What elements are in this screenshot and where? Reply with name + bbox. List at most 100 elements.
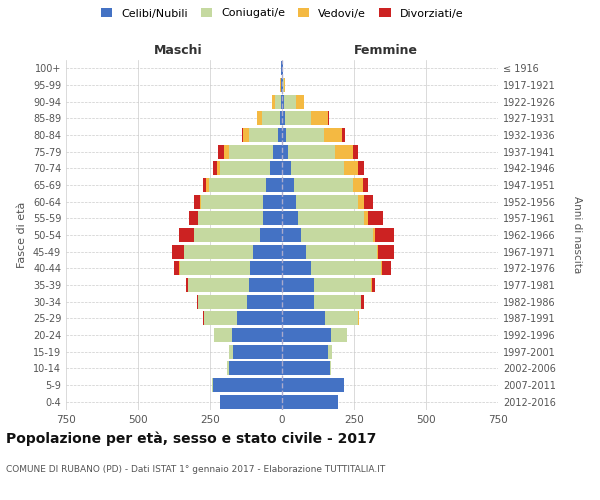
Bar	[263, 211, 282, 226]
Bar	[301, 228, 373, 242]
Bar	[214, 328, 232, 342]
Bar	[281, 94, 282, 109]
Bar	[260, 228, 282, 242]
Bar	[203, 178, 206, 192]
Bar	[257, 112, 262, 126]
Text: Femmine: Femmine	[353, 44, 418, 57]
Bar	[238, 311, 282, 326]
Bar	[284, 94, 296, 109]
Bar	[353, 144, 358, 159]
Bar	[285, 112, 311, 126]
Bar	[280, 112, 282, 126]
Bar	[307, 244, 377, 259]
Bar	[206, 178, 209, 192]
Bar	[180, 261, 250, 276]
Bar	[358, 194, 364, 209]
Bar	[197, 211, 199, 226]
Bar	[275, 94, 281, 109]
Bar	[282, 144, 288, 159]
Bar	[249, 128, 278, 142]
Bar	[197, 294, 199, 308]
Bar	[229, 344, 233, 359]
Bar	[328, 344, 332, 359]
Bar	[343, 128, 345, 142]
Bar	[361, 294, 364, 308]
Bar	[282, 344, 328, 359]
Bar	[200, 194, 202, 209]
Bar	[282, 328, 331, 342]
Bar	[282, 94, 284, 109]
Bar	[179, 228, 194, 242]
Bar	[311, 261, 382, 276]
Bar	[379, 244, 394, 259]
Bar	[194, 194, 200, 209]
Bar	[311, 112, 328, 126]
Bar	[282, 228, 301, 242]
Bar	[314, 294, 361, 308]
Bar	[278, 128, 282, 142]
Bar	[213, 162, 217, 175]
Bar	[282, 261, 311, 276]
Bar	[247, 294, 282, 308]
Bar	[229, 144, 274, 159]
Bar	[202, 194, 263, 209]
Bar	[282, 294, 314, 308]
Text: COMUNE DI RUBANO (PD) - Dati ISTAT 1° gennaio 2017 - Elaborazione TUTTITALIA.IT: COMUNE DI RUBANO (PD) - Dati ISTAT 1° ge…	[6, 466, 385, 474]
Bar	[282, 211, 298, 226]
Bar	[282, 394, 338, 409]
Bar	[288, 144, 335, 159]
Bar	[331, 328, 347, 342]
Bar	[243, 128, 249, 142]
Bar	[174, 261, 179, 276]
Text: Maschi: Maschi	[154, 44, 203, 57]
Bar	[184, 244, 253, 259]
Bar	[249, 278, 282, 292]
Bar	[353, 178, 362, 192]
Bar	[298, 211, 364, 226]
Bar	[377, 244, 379, 259]
Bar	[282, 311, 325, 326]
Bar	[282, 378, 344, 392]
Bar	[220, 162, 271, 175]
Bar	[324, 128, 343, 142]
Bar	[372, 278, 375, 292]
Bar	[364, 211, 368, 226]
Bar	[335, 144, 353, 159]
Bar	[272, 94, 275, 109]
Bar	[282, 278, 314, 292]
Text: Popolazione per età, sesso e stato civile - 2017: Popolazione per età, sesso e stato civil…	[6, 431, 376, 446]
Bar	[293, 178, 353, 192]
Bar	[286, 128, 324, 142]
Bar	[314, 278, 371, 292]
Bar	[232, 328, 282, 342]
Bar	[329, 361, 331, 376]
Bar	[283, 78, 284, 92]
Bar	[199, 294, 247, 308]
Bar	[358, 162, 364, 175]
Bar	[362, 178, 368, 192]
Bar	[282, 178, 293, 192]
Bar	[263, 194, 282, 209]
Bar	[282, 361, 329, 376]
Bar	[382, 261, 391, 276]
Bar	[296, 194, 358, 209]
Bar	[233, 344, 282, 359]
Y-axis label: Fasce di età: Fasce di età	[17, 202, 27, 268]
Bar	[209, 178, 266, 192]
Bar	[375, 228, 394, 242]
Bar	[282, 128, 286, 142]
Bar	[253, 244, 282, 259]
Bar	[194, 228, 260, 242]
Bar	[189, 211, 197, 226]
Bar	[271, 162, 282, 175]
Y-axis label: Anni di nascita: Anni di nascita	[572, 196, 583, 274]
Bar	[217, 162, 220, 175]
Bar	[266, 178, 282, 192]
Bar	[282, 194, 296, 209]
Bar	[368, 211, 383, 226]
Legend: Celibi/Nubili, Coniugati/e, Vedovi/e, Divorziati/e: Celibi/Nubili, Coniugati/e, Vedovi/e, Di…	[101, 8, 463, 18]
Bar	[218, 144, 224, 159]
Bar	[204, 311, 238, 326]
Bar	[282, 244, 307, 259]
Bar	[188, 278, 249, 292]
